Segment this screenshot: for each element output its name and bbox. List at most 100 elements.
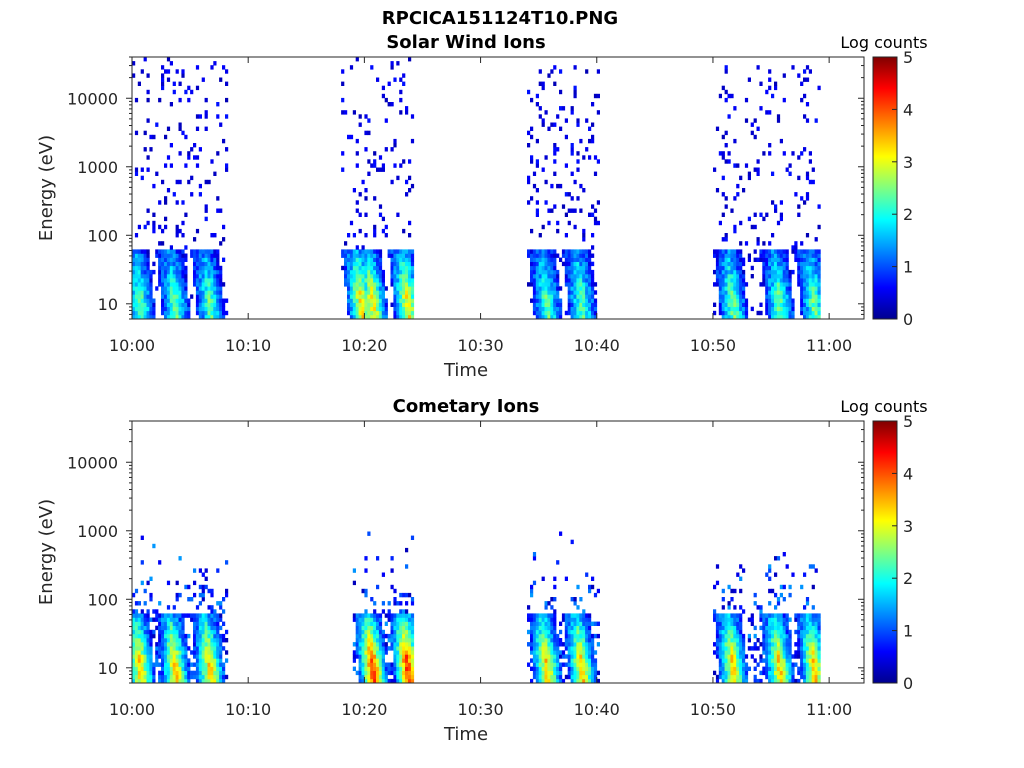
heatmap-cell xyxy=(201,588,205,594)
heatmap-cell xyxy=(370,646,374,651)
heatmap-cell xyxy=(538,253,542,258)
heatmap-cell xyxy=(216,249,220,254)
heatmap-cell xyxy=(718,617,722,622)
heatmap-cell xyxy=(742,658,746,663)
heatmap-cell xyxy=(576,613,580,618)
heatmap-cell xyxy=(747,253,751,258)
heatmap-cell xyxy=(733,274,737,279)
heatmap-cell xyxy=(576,294,580,299)
heatmap-cell xyxy=(381,572,385,577)
heatmap-cell xyxy=(376,286,380,291)
heatmap-cell xyxy=(198,650,202,655)
heatmap-cell xyxy=(768,282,772,287)
heatmap-cell xyxy=(570,666,574,671)
heatmap-cell xyxy=(776,625,781,631)
heatmap-cell xyxy=(553,617,557,622)
heatmap-cell xyxy=(207,249,211,254)
heatmap-cell xyxy=(207,662,211,667)
heatmap-cell xyxy=(166,302,171,307)
heatmap-cell xyxy=(733,253,737,258)
heatmap-cell xyxy=(779,200,783,205)
heatmap-cell xyxy=(808,249,812,254)
heatmap-cell xyxy=(814,629,818,635)
heatmap-cell xyxy=(195,265,200,271)
heatmap-cell xyxy=(367,130,371,136)
heatmap-cell xyxy=(207,658,211,663)
heatmap-cell xyxy=(785,294,789,299)
heatmap-cell xyxy=(774,278,778,283)
heatmap-cell xyxy=(384,621,388,626)
heatmap-cell xyxy=(733,621,737,626)
heatmap-cell xyxy=(222,138,226,144)
heatmap-cell xyxy=(393,621,397,626)
heatmap-cell xyxy=(570,650,574,655)
heatmap-cell xyxy=(721,261,725,267)
heatmap-cell xyxy=(800,670,804,676)
heatmap-cell xyxy=(564,274,568,279)
heatmap-cell xyxy=(567,617,571,622)
heatmap-cell xyxy=(399,286,403,291)
heatmap-cell xyxy=(178,126,182,131)
heatmap-cell xyxy=(538,638,542,643)
heatmap-cell xyxy=(213,666,217,671)
heatmap-cell xyxy=(408,290,412,295)
heatmap-cell xyxy=(399,601,403,606)
heatmap-cell xyxy=(204,290,208,295)
heatmap-cell xyxy=(538,621,542,626)
heatmap-cell xyxy=(164,298,168,303)
heatmap-cell xyxy=(164,294,168,299)
heatmap-cell xyxy=(808,625,812,631)
heatmap-cell xyxy=(367,298,371,303)
heatmap-cell xyxy=(408,278,412,283)
heatmap-cell xyxy=(550,282,554,287)
x-tick-label: 10:10 xyxy=(225,336,271,355)
heatmap-cell xyxy=(358,249,362,254)
heatmap-cell xyxy=(367,662,371,667)
heatmap-cell xyxy=(175,613,179,618)
heatmap-cell xyxy=(782,306,786,312)
heatmap-cell xyxy=(178,257,182,262)
heatmap-cell xyxy=(715,249,720,254)
heatmap-cell xyxy=(352,302,356,307)
heatmap-cell xyxy=(721,621,725,626)
heatmap-cell xyxy=(169,646,173,651)
heatmap-cell xyxy=(730,613,734,618)
heatmap-cell xyxy=(390,662,394,667)
heatmap-cell xyxy=(410,662,415,667)
heatmap-cell xyxy=(352,282,356,287)
heatmap-cell xyxy=(591,662,595,667)
heatmap-cell xyxy=(800,650,804,655)
heatmap-cell xyxy=(361,314,365,320)
heatmap-cell xyxy=(132,642,136,647)
heatmap-cell xyxy=(547,646,551,651)
heatmap-cell xyxy=(742,257,746,262)
heatmap-cell xyxy=(774,625,778,631)
heatmap-cell xyxy=(733,290,737,295)
heatmap-cell xyxy=(733,224,737,230)
heatmap-cell xyxy=(779,658,783,663)
heatmap-cell xyxy=(201,274,205,279)
heatmap-cell xyxy=(187,314,191,320)
heatmap-cell xyxy=(736,163,740,168)
heatmap-cell xyxy=(195,282,200,287)
heatmap-cell xyxy=(742,261,746,267)
heatmap-cell xyxy=(370,249,374,254)
heatmap-cell xyxy=(213,678,217,684)
heatmap-cell xyxy=(768,568,772,573)
heatmap-cell xyxy=(216,257,220,262)
heatmap-cell xyxy=(396,265,400,271)
heatmap-cell xyxy=(541,298,545,303)
heatmap-cell xyxy=(541,674,545,680)
heatmap-cell xyxy=(134,294,139,299)
heatmap-cell xyxy=(161,77,165,82)
heatmap-cell xyxy=(169,613,173,618)
heatmap-cell xyxy=(808,650,812,655)
heatmap-cell xyxy=(390,646,394,651)
heatmap-cell xyxy=(811,633,815,639)
heatmap-cell xyxy=(149,592,153,598)
heatmap-cell xyxy=(146,633,150,639)
heatmap-cell xyxy=(814,642,818,647)
heatmap-cell xyxy=(381,658,385,663)
heatmap-cell xyxy=(730,642,734,647)
heatmap-cell xyxy=(347,269,351,275)
